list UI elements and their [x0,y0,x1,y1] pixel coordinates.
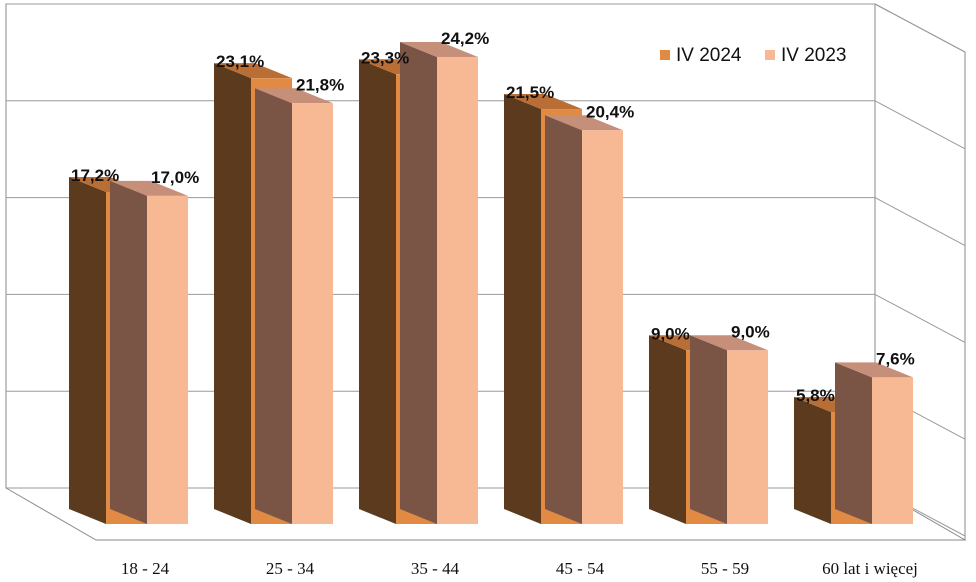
data-label: 20,4% [586,102,634,121]
bar-top [400,41,478,57]
legend-label: IV 2023 [781,45,847,66]
data-label: 17,2% [71,166,119,185]
bar-top [110,180,188,196]
gridline-side [874,100,966,150]
bar-side [400,41,437,524]
legend: IV 2024 IV 2023 [660,45,847,66]
bar-side [69,177,106,525]
bar-side [504,94,541,525]
data-label: 7,6% [876,349,915,368]
legend-swatch [660,50,670,60]
bar-top [545,115,623,131]
data-label: 9,0% [731,322,770,341]
legend-swatch [765,50,775,60]
bar-top [214,63,292,79]
x-tick-label: 25 - 34 [266,559,315,578]
bar [582,130,623,524]
data-label: 24,2% [441,29,489,48]
x-tick-label: 18 - 24 [121,559,170,578]
gridline-side [874,293,966,343]
bar [727,350,768,524]
data-label: 17,0% [151,168,199,187]
bar-top [255,88,333,104]
bar-top [835,362,913,378]
bar [292,103,333,524]
x-axis-ticks: 18 - 24 25 - 34 35 - 44 45 - 54 55 - 59 60 la… [121,559,918,578]
data-label: 23,1% [216,52,264,71]
x-tick-label: 55 - 59 [701,559,749,578]
bar [872,377,913,524]
x-tick-label: 60 lat i więcej [822,559,918,578]
bar-side [835,362,872,524]
bar-side [649,335,686,524]
bar-side [794,397,831,524]
data-label: 9,0% [651,324,690,343]
legend-label: IV 2024 [676,45,742,66]
data-label: 21,5% [506,83,554,102]
x-tick-label: 45 - 54 [556,559,605,578]
bar-side [214,63,251,525]
bar-side [359,59,396,525]
bar-top [504,94,582,110]
data-labels: 17,2% 17,0% 23,1% 21,8% 23,3% 24,2% 21,5% 20,4%… [71,29,915,405]
bars [69,41,913,525]
gridline-side [874,3,966,53]
data-label: 23,3% [361,48,409,67]
data-label: 21,8% [296,75,344,94]
bar [147,195,188,524]
floor [5,487,967,541]
bar-side [255,88,292,524]
bar [437,56,478,524]
x-tick-label: 35 - 44 [411,559,460,578]
bar-side [110,180,147,524]
gridline-side [874,197,966,247]
data-label: 5,8% [796,386,835,405]
bar-side [690,335,727,524]
bar-top [690,335,768,351]
bar-side [545,115,582,524]
